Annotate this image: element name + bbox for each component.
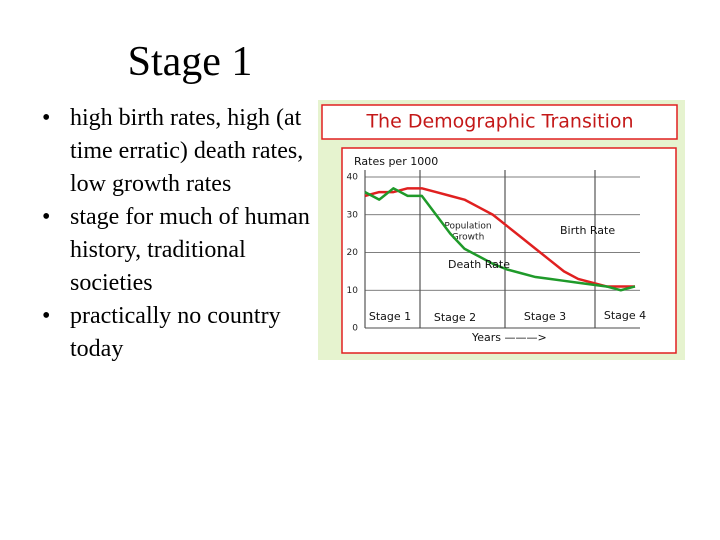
bullet: practically no country today bbox=[42, 300, 322, 366]
plot-box bbox=[341, 147, 677, 354]
series-line bbox=[364, 187, 635, 288]
y-tick-label: 40 bbox=[347, 173, 359, 183]
annotation: Growth bbox=[452, 233, 485, 243]
bullet: stage for much of human history, traditi… bbox=[42, 201, 322, 300]
stage-label: Stage 1 bbox=[369, 310, 411, 323]
series-label: Birth Rate bbox=[560, 224, 615, 237]
y-tick-label: 20 bbox=[347, 248, 359, 258]
stage-label: Stage 4 bbox=[604, 309, 646, 322]
series-line bbox=[364, 187, 636, 292]
slide-title: Stage 1 bbox=[127, 39, 253, 85]
y-axis-label: Rates per 1000 bbox=[354, 155, 438, 168]
bullet: high birth rates, high (at time erratic)… bbox=[42, 102, 322, 201]
bullet-list: high birth rates, high (at time erratic)… bbox=[42, 102, 322, 366]
y-tick-label: 30 bbox=[347, 210, 359, 220]
y-tick-label: 0 bbox=[352, 324, 358, 334]
chart-title: The Demographic Transition bbox=[365, 111, 633, 133]
annotation: Population bbox=[444, 222, 491, 232]
stage-label: Stage 3 bbox=[524, 310, 566, 323]
y-tick-label: 10 bbox=[347, 286, 359, 296]
title-box bbox=[321, 104, 678, 140]
series-label: Death Rate bbox=[448, 258, 510, 271]
stage-label: Stage 2 bbox=[434, 311, 476, 324]
x-axis-label: Years ———> bbox=[471, 331, 547, 344]
